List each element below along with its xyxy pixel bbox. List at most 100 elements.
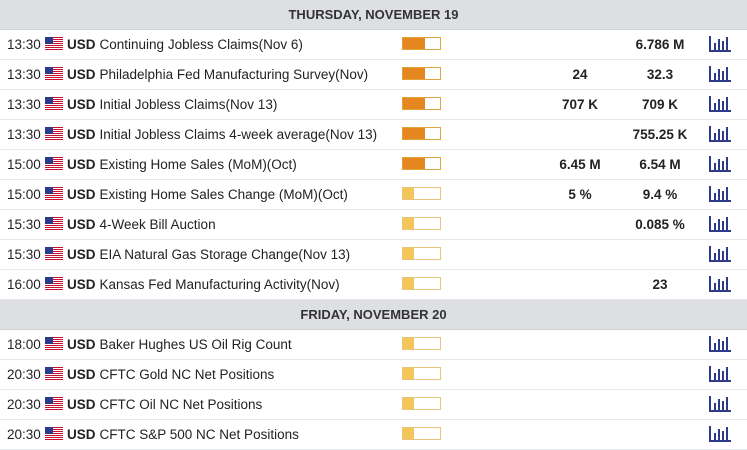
bar-chart-icon[interactable] [707,65,733,84]
event-forecast: 6.45 M [559,157,601,172]
us-flag-icon [45,157,63,170]
event-row[interactable]: 16:00 USD Kansas Fed Manufacturing Activi… [0,270,747,300]
event-row[interactable]: 13:30 USD Continuing Jobless Claims(Nov 6… [0,30,747,60]
bar-chart-icon[interactable] [707,275,733,294]
us-flag-icon [45,217,63,230]
event-currency: USD [67,427,96,442]
event-forecast: 707 K [561,97,599,112]
event-name: USD Initial Jobless Claims(Nov 13) [67,90,397,119]
event-previous: 709 K [641,97,679,112]
bar-chart-icon[interactable] [707,395,733,414]
importance-indicator [402,247,441,260]
event-row[interactable]: 13:30 USD Philadelphia Fed Manufacturing … [0,60,747,90]
importance-fill [403,398,415,409]
event-title: Continuing Jobless Claims(Nov 6) [99,37,303,52]
event-currency: USD [67,367,96,382]
event-time: 18:00 [7,337,41,352]
event-previous [620,240,700,269]
event-title: Initial Jobless Claims 4-week average(No… [99,127,378,142]
event-title: Baker Hughes US Oil Rig Count [99,337,292,352]
event-previous: 9.4 % [642,187,678,202]
event-name: USD Kansas Fed Manufacturing Activity(Nov… [67,270,397,299]
event-title: EIA Natural Gas Storage Change(Nov 13) [99,247,351,262]
event-currency: USD [67,217,96,232]
event-row[interactable]: 13:30 USD Initial Jobless Claims(Nov 13) … [0,90,747,120]
event-forecast [540,420,620,449]
event-row[interactable]: 20:30 USD CFTC Oil NC Net Positions [0,390,747,420]
us-flag-icon [45,247,63,260]
event-name: USD Continuing Jobless Claims(Nov 6) [67,30,397,59]
event-title: CFTC Gold NC Net Positions [99,367,275,382]
importance-indicator [402,67,441,80]
us-flag-icon [45,367,63,380]
event-currency: USD [67,97,96,112]
day-header: FRIDAY, NOVEMBER 20 [0,300,747,330]
importance-fill [403,38,426,49]
bar-chart-icon[interactable] [707,365,733,384]
event-previous: 6.54 M [639,157,681,172]
event-name: USD Existing Home Sales Change (MoM)(Oct) [67,180,397,209]
bar-chart-icon[interactable] [707,215,733,234]
bar-chart-icon[interactable] [707,245,733,264]
us-flag-icon [45,277,63,290]
event-forecast [540,360,620,389]
importance-fill [403,278,415,289]
bar-chart-icon[interactable] [707,185,733,204]
event-forecast [540,240,620,269]
event-time: 15:00 [7,187,41,202]
importance-indicator [402,337,441,350]
event-time: 20:30 [7,367,41,382]
event-forecast [540,210,620,239]
us-flag-icon [45,187,63,200]
us-flag-icon [45,127,63,140]
event-row[interactable]: 15:00 USD Existing Home Sales Change (MoM… [0,180,747,210]
bar-chart-icon[interactable] [707,425,733,444]
event-previous: 755.25 K [632,127,688,142]
importance-fill [403,248,415,259]
day-header: THURSDAY, NOVEMBER 19 [0,0,747,30]
event-previous: 32.3 [646,67,674,82]
event-row[interactable]: 15:30 USD EIA Natural Gas Storage Change(… [0,240,747,270]
event-row[interactable]: 15:00 USD Existing Home Sales (MoM)(Oct) … [0,150,747,180]
bar-chart-icon[interactable] [707,155,733,174]
event-time: 15:00 [7,157,41,172]
event-row[interactable]: 20:30 USD CFTC Gold NC Net Positions [0,360,747,390]
bar-chart-icon[interactable] [707,35,733,54]
event-forecast [540,270,620,299]
event-previous: 6.786 M [635,37,685,52]
event-currency: USD [67,397,96,412]
event-name: USD CFTC S&P 500 NC Net Positions [67,420,397,449]
event-time: 20:30 [7,397,41,412]
event-row[interactable]: 15:30 USD 4-Week Bill Auction 0.085 % [0,210,747,240]
event-title: 4-Week Bill Auction [99,217,216,232]
event-title: Existing Home Sales (MoM)(Oct) [99,157,297,172]
event-name: USD Philadelphia Fed Manufacturing Survey… [67,60,397,89]
event-time: 15:30 [7,217,41,232]
event-forecast [540,330,620,359]
event-time: 13:30 [7,97,41,112]
importance-fill [403,98,426,109]
event-currency: USD [67,337,96,352]
importance-fill [403,158,426,169]
us-flag-icon [45,67,63,80]
event-row[interactable]: 13:30 USD Initial Jobless Claims 4-week a… [0,120,747,150]
event-row[interactable]: 20:30 USD CFTC S&P 500 NC Net Positions [0,420,747,450]
event-currency: USD [67,127,96,142]
importance-indicator [402,157,441,170]
bar-chart-icon[interactable] [707,335,733,354]
event-title: Kansas Fed Manufacturing Activity(Nov) [99,277,340,292]
bar-chart-icon[interactable] [707,125,733,144]
event-currency: USD [67,277,96,292]
event-previous: 23 [652,277,668,292]
event-forecast: 5 % [568,187,592,202]
event-previous: 0.085 % [635,217,685,232]
event-previous [620,420,700,449]
bar-chart-icon[interactable] [707,95,733,114]
event-row[interactable]: 18:00 USD Baker Hughes US Oil Rig Count [0,330,747,360]
us-flag-icon [45,37,63,50]
importance-indicator [402,187,441,200]
us-flag-icon [45,427,63,440]
importance-fill [403,68,426,79]
importance-indicator [402,127,441,140]
